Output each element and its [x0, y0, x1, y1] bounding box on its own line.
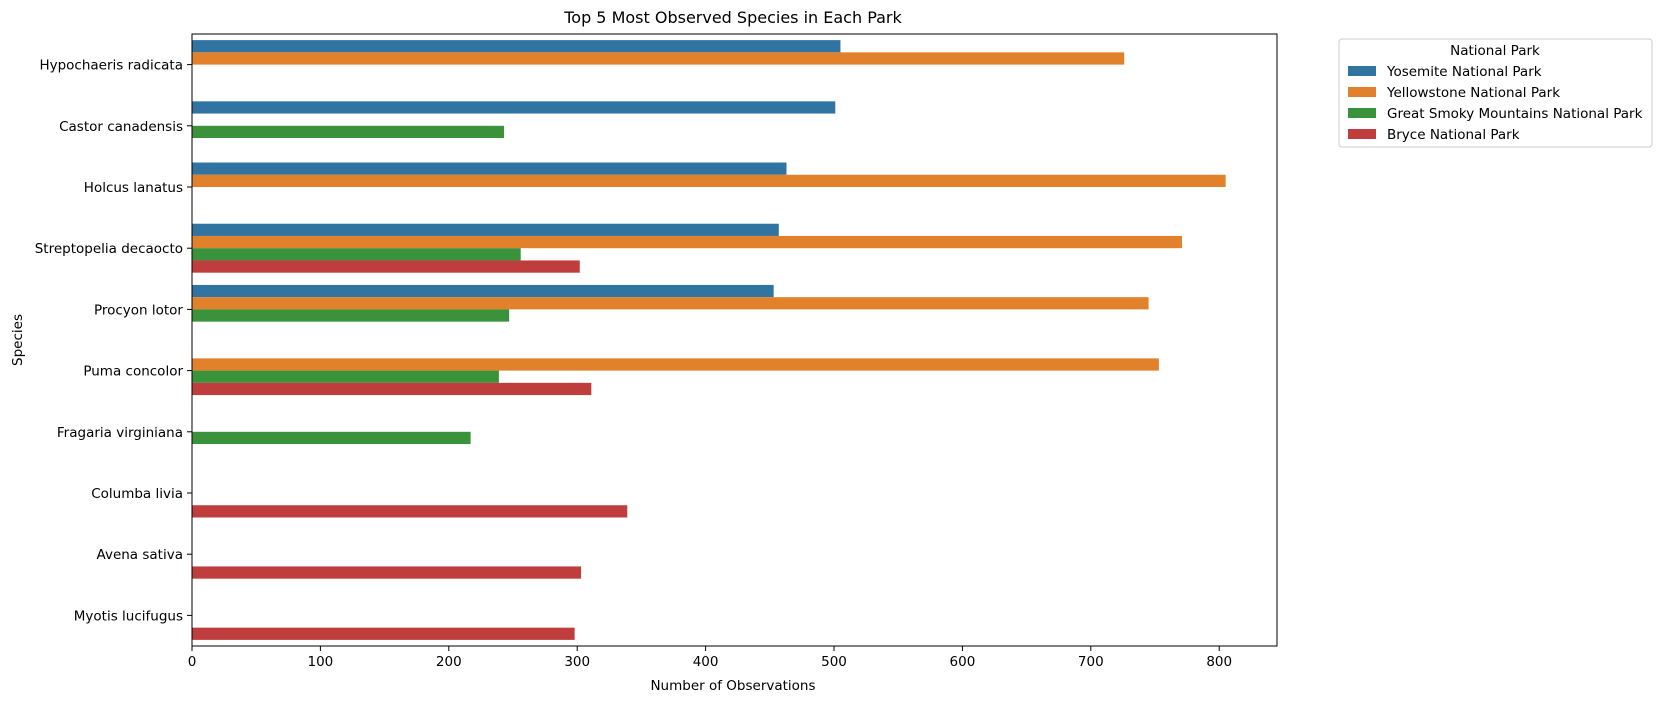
bars-layer	[192, 40, 1226, 640]
legend-label-yosemite-national-park: Yosemite National Park	[1386, 64, 1542, 80]
y-tick-label: Streptopelia decaocto	[35, 241, 183, 257]
legend-label-bryce-national-park: Bryce National Park	[1387, 127, 1520, 143]
x-tick-label: 500	[821, 654, 847, 670]
x-tick-label: 600	[950, 654, 976, 670]
x-tick-label: 700	[1078, 654, 1104, 670]
bar-great-smoky-mountains-national-park-procyon-lotor	[192, 309, 510, 322]
legend-swatch-yellowstone-national-park	[1348, 87, 1376, 97]
y-tick-label: Avena sativa	[97, 547, 183, 563]
x-tick-label: 800	[1206, 654, 1232, 670]
bar-bryce-national-park-avena-sativa	[192, 566, 582, 579]
legend-swatch-bryce-national-park	[1348, 129, 1376, 139]
bar-yosemite-national-park-castor-canadensis	[192, 101, 836, 114]
bar-yellowstone-national-park-puma-concolor	[192, 358, 1159, 371]
legend-label-yellowstone-national-park: Yellowstone National Park	[1386, 85, 1560, 101]
legend-label-great-smoky-mountains-national-park: Great Smoky Mountains National Park	[1387, 106, 1643, 122]
x-tick-label: 0	[188, 654, 197, 670]
bar-bryce-national-park-columba-livia	[192, 505, 628, 518]
legend: National Park Yosemite National Park Yell…	[1338, 38, 1653, 148]
legend-swatch-great-smoky-mountains-national-park	[1348, 108, 1376, 118]
bar-yosemite-national-park-procyon-lotor	[192, 284, 774, 298]
y-tick-label: Holcus lanatus	[84, 180, 183, 196]
y-tick-label: Columba livia	[91, 486, 183, 502]
bar-yellowstone-national-park-hypochaeris-radicata	[192, 52, 1125, 65]
y-tick-label: Puma concolor	[83, 364, 183, 380]
bar-yosemite-national-park-holcus-lanatus	[192, 162, 787, 175]
y-tick-label: Myotis lucifugus	[74, 608, 183, 624]
bar-bryce-national-park-streptopelia-decaocto	[192, 260, 580, 273]
bar-yosemite-national-park-hypochaeris-radicata	[192, 40, 841, 53]
x-tick-label: 100	[308, 654, 334, 670]
bar-great-smoky-mountains-national-park-castor-canadensis	[192, 125, 505, 139]
chart-title: Top 5 Most Observed Species in Each Park	[563, 8, 902, 27]
bar-yellowstone-national-park-holcus-lanatus	[192, 174, 1226, 187]
legend-entries: Yosemite National Park Yellowstone Nation…	[1348, 64, 1643, 143]
plot-frame	[191, 33, 1278, 647]
legend-swatch-yosemite-national-park	[1348, 66, 1376, 76]
bar-great-smoky-mountains-national-park-puma-concolor	[192, 370, 499, 383]
x-axis-label: Number of Observations	[650, 678, 815, 694]
bar-yellowstone-national-park-procyon-lotor	[192, 297, 1149, 310]
bar-great-smoky-mountains-national-park-fragaria-virginiana	[192, 431, 471, 445]
y-tick-label: Castor canadensis	[59, 119, 183, 135]
x-tick-label: 400	[693, 654, 719, 670]
x-tick-label: 300	[564, 654, 590, 670]
legend-frame	[1338, 38, 1653, 148]
x-tick-label: 200	[436, 654, 462, 670]
y-tick-label: Hypochaeris radicata	[39, 58, 183, 74]
bar-bryce-national-park-puma-concolor	[192, 382, 592, 396]
legend-title: National Park	[1450, 43, 1540, 59]
y-axis-label: Species	[10, 314, 26, 366]
y-tick-label: Fragaria virginiana	[57, 425, 183, 441]
bar-great-smoky-mountains-national-park-streptopelia-decaocto	[192, 248, 521, 261]
bar-bryce-national-park-myotis-lucifugus	[192, 627, 575, 640]
bar-yosemite-national-park-streptopelia-decaocto	[192, 223, 779, 236]
bar-yellowstone-national-park-streptopelia-decaocto	[192, 235, 1182, 249]
axes-layer: 0 100 200 300 400 500 600 700 800 Hypochaeris rad…	[35, 33, 1278, 670]
y-tick-label: Procyon lotor	[94, 302, 183, 318]
